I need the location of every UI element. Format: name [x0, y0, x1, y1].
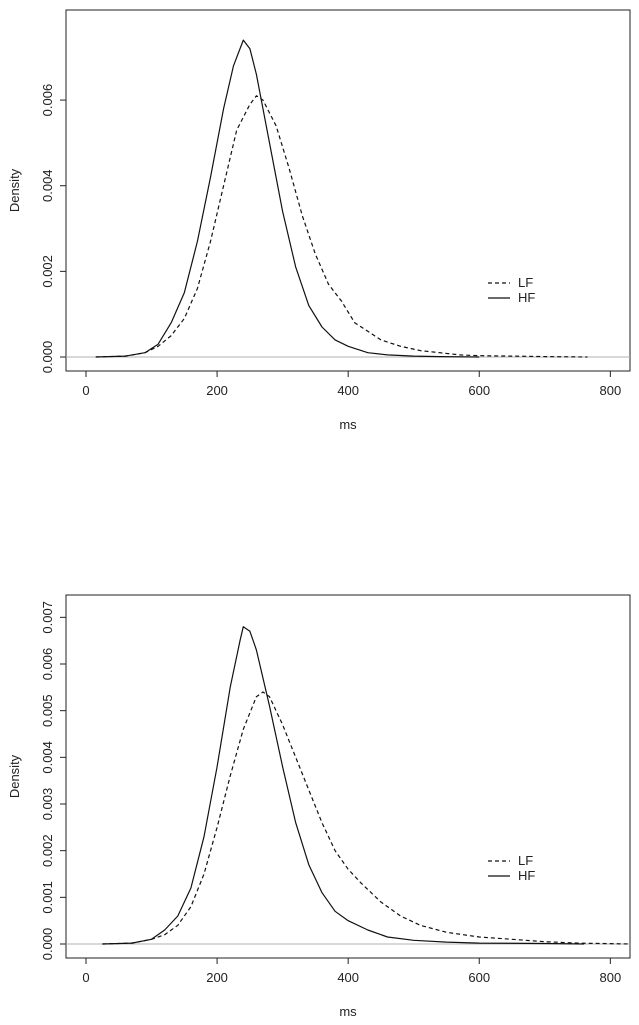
series-line-hf	[102, 626, 585, 945]
y-tick-label: 0.004	[40, 169, 55, 202]
legend-label-hf: HF	[518, 868, 535, 883]
x-tick-label: 600	[468, 383, 490, 398]
y-tick-label: 0.002	[40, 834, 55, 867]
x-tick-label: 600	[468, 970, 490, 985]
x-axis-label: ms	[339, 1004, 357, 1019]
y-tick-label: 0.007	[40, 601, 55, 634]
x-tick-label: 200	[206, 970, 228, 985]
y-axis-label: Density	[7, 754, 22, 798]
legend-label-lf: LF	[518, 275, 533, 290]
x-tick-label: 400	[337, 383, 359, 398]
legend-label-hf: HF	[518, 290, 535, 305]
density-chart-bottom: 0 200 400 600 800 0.000 0.001 0.002 0.003 0.004 0.…	[7, 594, 631, 1019]
y-tick-label: 0.001	[40, 881, 55, 914]
plot-frame	[65, 594, 631, 959]
y-tick-label: 0.005	[40, 694, 55, 727]
density-chart-top: 0 200 400 600 800 0.000 0.002 0.004 0.006 ms Densi…	[7, 9, 631, 432]
y-tick-label: 0.003	[40, 788, 55, 821]
legend-label-lf: LF	[518, 853, 533, 868]
y-tick-label: 0.004	[40, 741, 55, 774]
x-tick-label: 0	[82, 383, 89, 398]
y-tick-label: 0.006	[40, 648, 55, 681]
series-line-lf	[102, 691, 631, 945]
y-tick-label: 0.000	[40, 928, 55, 961]
x-tick-label: 0	[82, 970, 89, 985]
x-tick-label: 400	[337, 970, 359, 985]
series-line-hf	[95, 39, 480, 358]
plot-frame	[65, 9, 631, 372]
y-axis-label: Density	[7, 168, 22, 212]
x-tick-label: 800	[599, 970, 621, 985]
y-tick-label: 0.002	[40, 255, 55, 288]
x-axis-label: ms	[339, 417, 357, 432]
series-line-lf	[95, 95, 588, 358]
x-tick-label: 200	[206, 383, 228, 398]
y-tick-label: 0.000	[40, 341, 55, 374]
y-tick-label: 0.006	[40, 84, 55, 117]
x-tick-label: 800	[599, 383, 621, 398]
